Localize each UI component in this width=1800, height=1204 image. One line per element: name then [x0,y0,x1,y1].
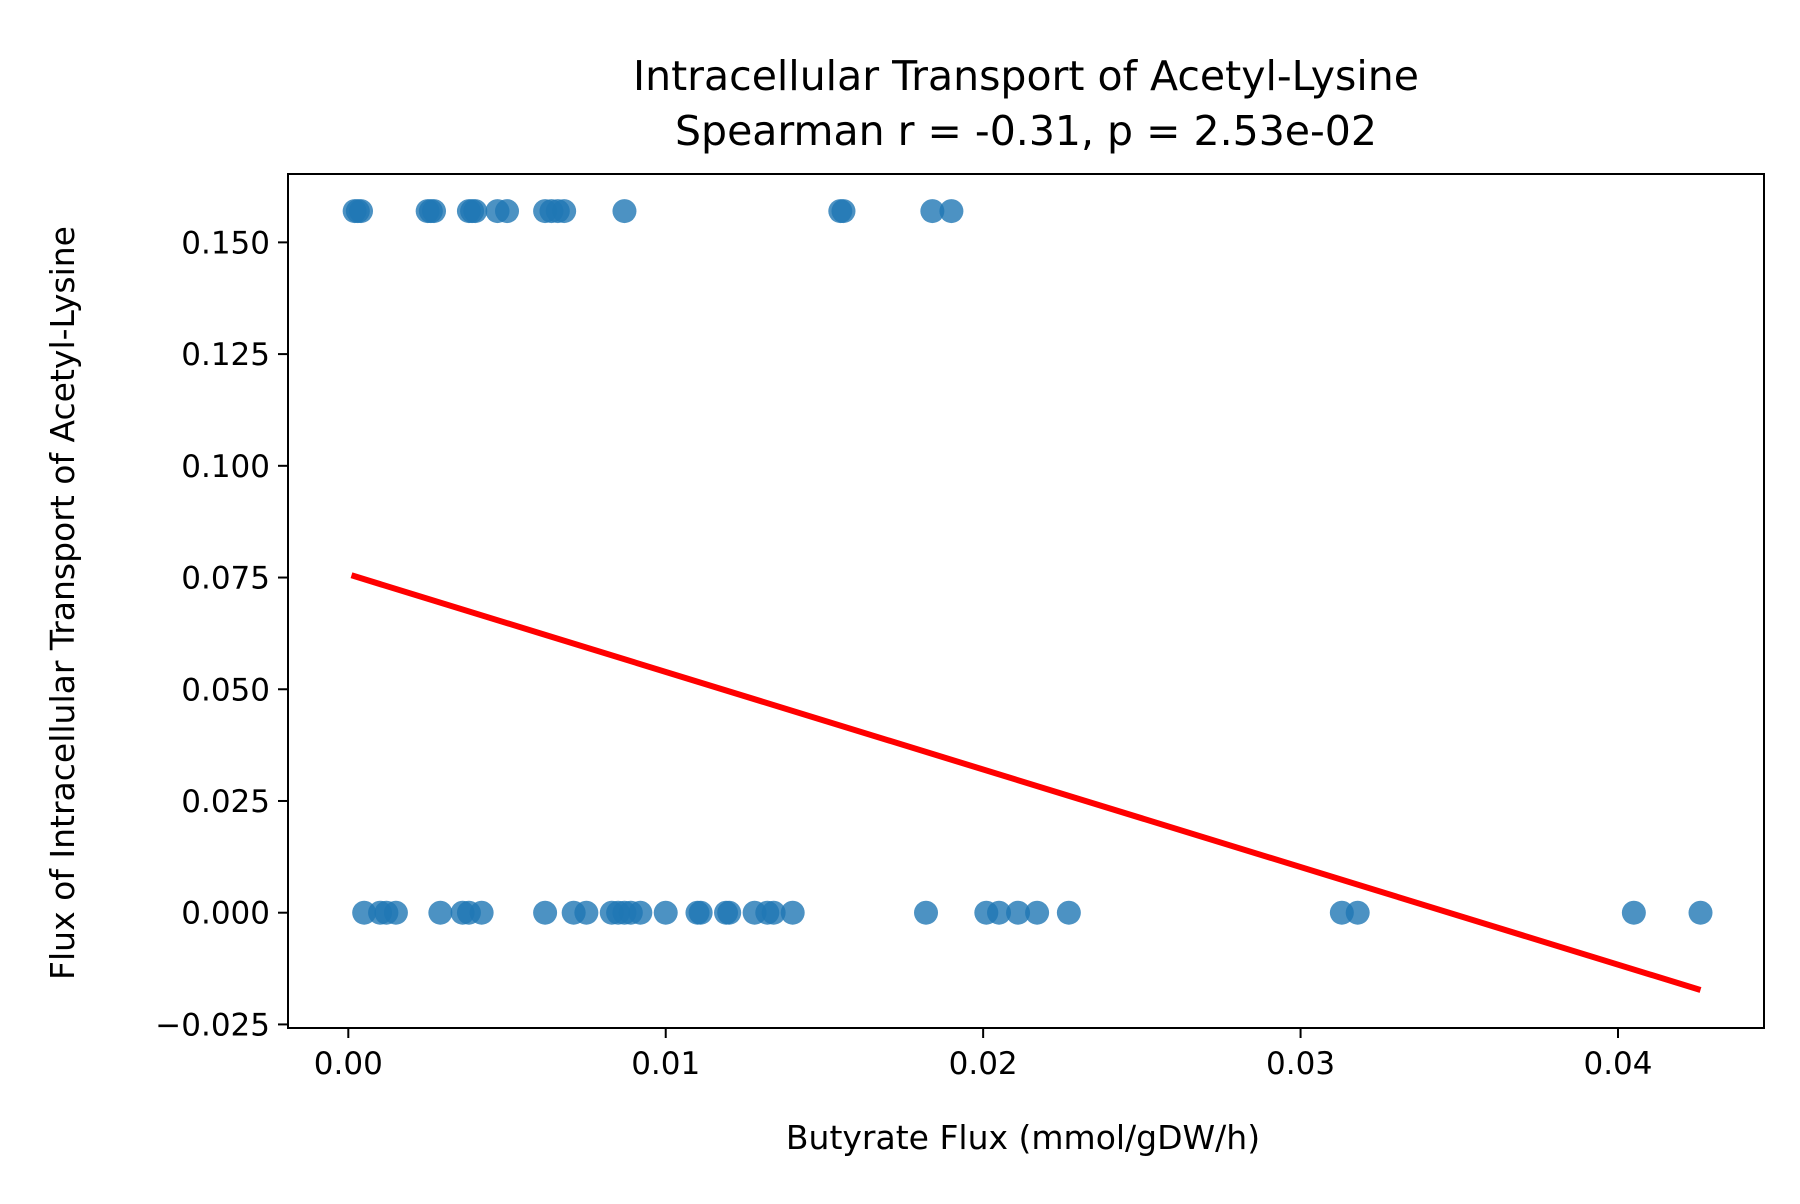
x-tick-label: 0.01 [631,1046,700,1082]
x-tick-label: 0.03 [1266,1046,1335,1082]
data-point [1056,900,1081,925]
data-point [780,900,805,925]
data-point [469,900,494,925]
data-point [495,199,520,224]
data-point [653,900,678,925]
data-point [1621,900,1646,925]
fit-line [350,572,1702,993]
chart-subtitle: Spearman r = -0.31, p = 2.53e-02 [675,107,1377,155]
data-point [428,900,453,925]
y-axis-label: Flux of Intracellular Transport of Acety… [43,226,82,980]
y-tick-label: 0.050 [181,672,270,708]
plot-layer: 0.00 0.01 0.02 0.03 0.04 −0.025 0.000 0.025 0.05… [155,173,1765,1082]
x-tick-label: 0.04 [1583,1046,1652,1082]
data-point [688,900,713,925]
data-point [1025,900,1050,925]
data-point [533,900,558,925]
data-point [463,199,488,224]
data-point [383,900,408,925]
data-point [552,199,577,224]
data-point [920,199,945,224]
data-point [574,900,599,925]
data-point [761,900,786,925]
x-tick-label: 0.00 [314,1046,383,1082]
data-point [831,199,856,224]
y-tick-label: −0.025 [155,1007,270,1043]
y-tick-label: 0.075 [181,561,270,597]
data-point [987,900,1012,925]
data-point [628,900,653,925]
x-tick-label: 0.02 [949,1046,1018,1082]
data-point [717,900,742,925]
data-point [939,199,964,224]
y-tick-label: 0.000 [181,896,270,932]
chart-title: Intracellular Transport of Acetyl-Lysine [633,52,1419,100]
data-point [422,199,447,224]
y-tick-label: 0.125 [181,337,270,373]
plot-frame [287,173,1765,1029]
data-point [349,199,374,224]
data-point [1345,900,1370,925]
data-point [1688,900,1713,925]
data-point [914,900,939,925]
data-point [612,199,637,224]
x-axis-label: Butyrate Flux (mmol/gDW/h) [786,1118,1260,1157]
y-tick-label: 0.150 [181,225,270,261]
y-tick-label: 0.025 [181,784,270,820]
y-tick-label: 0.100 [181,449,270,485]
data-point [1006,900,1031,925]
